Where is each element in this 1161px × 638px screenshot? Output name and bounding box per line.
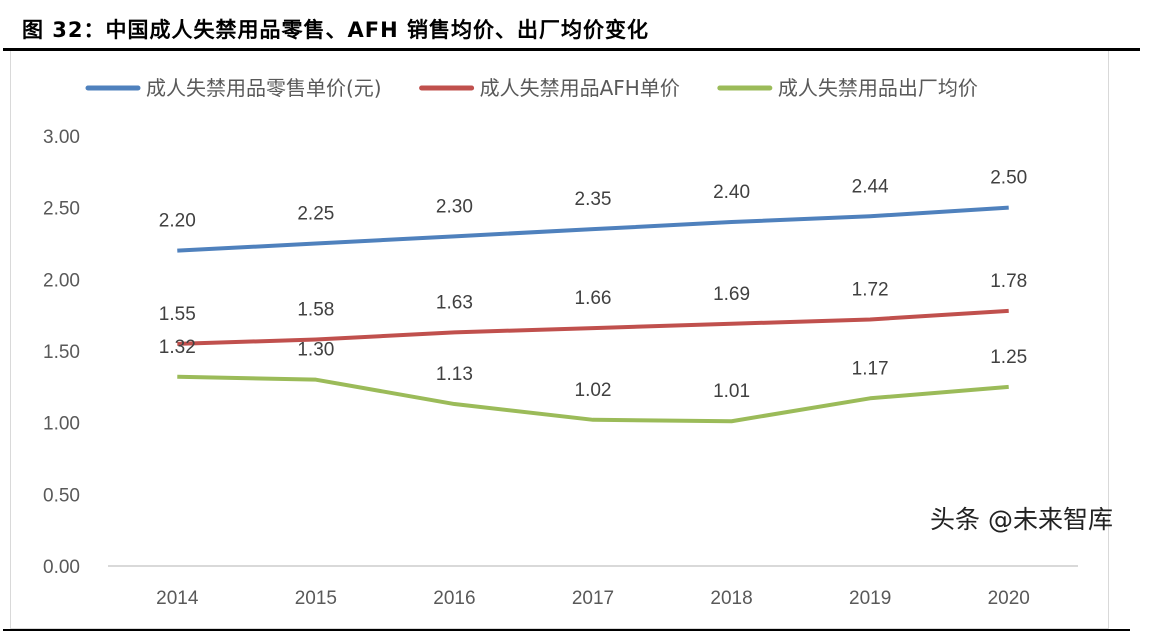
x-tick-label: 2020 xyxy=(988,588,1030,609)
data-label: 2.44 xyxy=(852,176,889,197)
data-label: 1.69 xyxy=(713,284,750,305)
data-label: 1.13 xyxy=(436,364,473,385)
data-label: 2.35 xyxy=(575,189,612,210)
figure-title: 图 32：中国成人失禁用品零售、AFH 销售均价、出厂均价变化 xyxy=(22,18,650,42)
data-label: 2.20 xyxy=(159,211,196,232)
x-tick-label: 2015 xyxy=(295,588,337,609)
data-label: 2.30 xyxy=(436,196,473,217)
data-label: 1.30 xyxy=(297,340,334,361)
data-label: 1.32 xyxy=(159,337,196,358)
data-label: 1.72 xyxy=(852,279,889,300)
data-label: 1.58 xyxy=(297,300,334,321)
x-tick-label: 2016 xyxy=(433,588,475,609)
data-label: 1.66 xyxy=(575,288,612,309)
data-label: 2.40 xyxy=(713,182,750,203)
title-rule xyxy=(3,48,1140,51)
bottom-rule xyxy=(3,629,1130,631)
x-tick-label: 2017 xyxy=(572,588,614,609)
data-label: 1.55 xyxy=(159,304,196,325)
y-tick-label: 0.50 xyxy=(43,485,80,506)
y-tick-label: 0.00 xyxy=(43,557,80,578)
y-tick-label: 3.00 xyxy=(43,127,80,148)
y-tick-label: 2.50 xyxy=(43,199,80,220)
y-tick-label: 1.50 xyxy=(43,342,80,363)
y-tick-label: 1.00 xyxy=(43,414,80,435)
data-label: 1.01 xyxy=(713,381,750,402)
x-tick-label: 2014 xyxy=(156,588,199,609)
x-tick-label: 2019 xyxy=(849,588,891,609)
data-label: 1.02 xyxy=(575,380,612,401)
data-label: 1.25 xyxy=(990,347,1027,368)
watermark: 头条 @未来智库 xyxy=(930,505,1113,534)
legend-label: 成人失禁用品AFH单价 xyxy=(480,76,680,100)
data-label: 2.50 xyxy=(990,168,1027,189)
data-label: 1.63 xyxy=(436,292,473,313)
data-label: 1.78 xyxy=(990,271,1027,292)
data-label: 1.17 xyxy=(852,358,889,379)
data-label: 2.25 xyxy=(297,204,334,225)
chart-frame xyxy=(10,51,1109,629)
legend-label: 成人失禁用品出厂均价 xyxy=(778,76,978,100)
y-tick-label: 2.00 xyxy=(43,270,80,291)
legend-label: 成人失禁用品零售单价(元) xyxy=(146,76,382,100)
x-tick-label: 2018 xyxy=(710,588,752,609)
